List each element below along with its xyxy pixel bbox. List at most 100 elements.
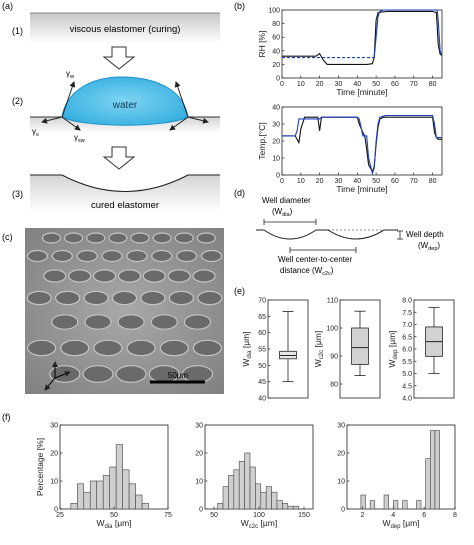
- histogram-bar: [89, 480, 98, 510]
- y-tick-label: 10: [195, 479, 203, 486]
- x-tick-label: 30: [335, 81, 343, 88]
- histogram-bar: [430, 430, 436, 510]
- sem-well: [84, 314, 112, 330]
- sem-well: [83, 290, 109, 306]
- y-tick-label: 20: [337, 451, 345, 458]
- y-tick-label: 5.0: [402, 371, 412, 378]
- gamma-s-arrow-right: [187, 116, 209, 124]
- depth-label: Well depth: [406, 230, 444, 239]
- sem-well: [117, 314, 145, 330]
- temperature-chart: 0 10 20 30 40 0 10 20 30 40 50 60 70 80 Time [minute] T…: [257, 105, 443, 194]
- depth-symbol: (Wdep): [418, 241, 440, 252]
- histogram-bar: [369, 500, 376, 510]
- sem-well: [196, 232, 216, 244]
- x-tick-label: 40: [353, 81, 361, 88]
- step-2-label: (2): [12, 96, 23, 106]
- y-tick-label: 70: [258, 298, 266, 305]
- y-tick-label: 45: [258, 379, 266, 386]
- y-tick-label: 30: [272, 122, 280, 129]
- y-tick-label: 55: [258, 347, 266, 354]
- sem-well: [93, 339, 123, 357]
- c2c-label: Well center-to-center: [278, 255, 352, 264]
- c2c-symbol: distance (Wc2c): [280, 266, 334, 277]
- gamma-sw-arrow: [61, 116, 81, 131]
- histogram-bar: [115, 444, 123, 510]
- water-text: water: [112, 100, 138, 111]
- x-tick-label: 50: [210, 512, 218, 519]
- histogram-depth: 0 10 20 30 2 4 6 8 Wdep [μm]: [337, 423, 457, 531]
- x-tick-label: 100: [253, 512, 265, 519]
- sem-well: [159, 339, 189, 357]
- down-arrow-icon: [102, 146, 136, 170]
- x-tick-label: 60: [391, 178, 399, 185]
- diameter-symbol: (Wdia): [272, 207, 293, 218]
- x-tick-label: 8: [453, 512, 457, 519]
- step-3-label: (3): [12, 189, 23, 199]
- sem-well: [41, 232, 62, 244]
- viscous-elastomer-layer: [30, 13, 220, 43]
- y-tick-label: 40: [258, 396, 266, 403]
- water-droplet: [61, 76, 189, 126]
- sem-well: [192, 269, 216, 283]
- histogram-bar: [271, 491, 278, 510]
- y-tick-label: 0: [276, 76, 280, 83]
- x-tick-label: 80: [429, 81, 437, 88]
- x-tick-label: 70: [410, 178, 418, 185]
- y-tick-label: 20: [272, 62, 280, 69]
- sem-well: [68, 269, 92, 283]
- histogram-bar: [233, 469, 240, 510]
- histogram-bar: [402, 500, 408, 510]
- gamma-w-label: γw: [66, 69, 74, 80]
- rh-chart: 0 20 40 60 80 100 0 10 20 30 40 50 60 70 80 Time [minut…: [257, 8, 443, 97]
- gamma-sw-label: γsw: [74, 133, 85, 144]
- x-axis-title: Time [minute]: [336, 87, 387, 97]
- box-plot-depth: 4.0 4.5 5.0 5.5 6.0 6.5 7.0 7.5 8.0 Wdep [μm]: [387, 298, 455, 403]
- y-tick-label: 65: [258, 314, 266, 321]
- x-tick-label: 25: [56, 512, 64, 519]
- series-line-0: [282, 10, 443, 65]
- sem-wells: [26, 232, 223, 383]
- histogram-bar: [96, 480, 104, 510]
- x-tick-label: 20: [316, 81, 324, 88]
- sem-well: [108, 232, 128, 244]
- sem-well: [92, 269, 117, 283]
- y-tick-label: 6.0: [402, 347, 412, 354]
- x-tick-label: 50: [372, 81, 380, 88]
- x-tick-label: 40: [353, 178, 361, 185]
- sem-well: [76, 249, 98, 263]
- histogram-bar: [287, 505, 294, 510]
- sem-well: [26, 339, 57, 357]
- sem-well: [126, 249, 148, 263]
- y-tick-label: 80: [272, 21, 280, 28]
- sem-well: [115, 365, 147, 383]
- sem-well: [152, 232, 172, 244]
- histogram-bar: [260, 491, 267, 510]
- y-axis-title: Wdep [μm]: [387, 330, 399, 367]
- histogram-bar: [217, 503, 224, 510]
- sem-well: [82, 365, 114, 383]
- panel-d-label: (d): [234, 188, 245, 198]
- histogram-bar: [416, 500, 422, 510]
- x-tick-label: 6: [422, 512, 426, 519]
- x-tick-label: 2: [360, 512, 364, 519]
- y-tick-label: 90: [330, 354, 338, 361]
- x-tick-label: 30: [335, 178, 343, 185]
- panel-d: (d) Well diameter (Wdia) Well depth (Wde…: [234, 188, 444, 277]
- iqr-box: [351, 327, 369, 365]
- gamma-sw-arrow-right: [169, 116, 189, 131]
- sem-well: [167, 269, 191, 283]
- sem-well: [126, 339, 156, 357]
- panel-b-label: (b): [234, 1, 245, 11]
- x-tick-label: 70: [410, 81, 418, 88]
- sem-well: [111, 290, 138, 306]
- y-tick-label: 30: [337, 423, 345, 430]
- step-1-label: (1): [12, 26, 23, 36]
- y-tick-label: 10: [50, 479, 58, 486]
- well-depth-guide: [327, 229, 385, 240]
- panel-f-label: (f): [2, 412, 11, 422]
- y-tick-label: 7.5: [402, 310, 412, 317]
- histogram-bar: [141, 503, 149, 510]
- scale-bar-label: 50μm: [168, 371, 189, 380]
- histogram-bar: [102, 475, 110, 510]
- y-tick-label: 8.0: [402, 298, 412, 305]
